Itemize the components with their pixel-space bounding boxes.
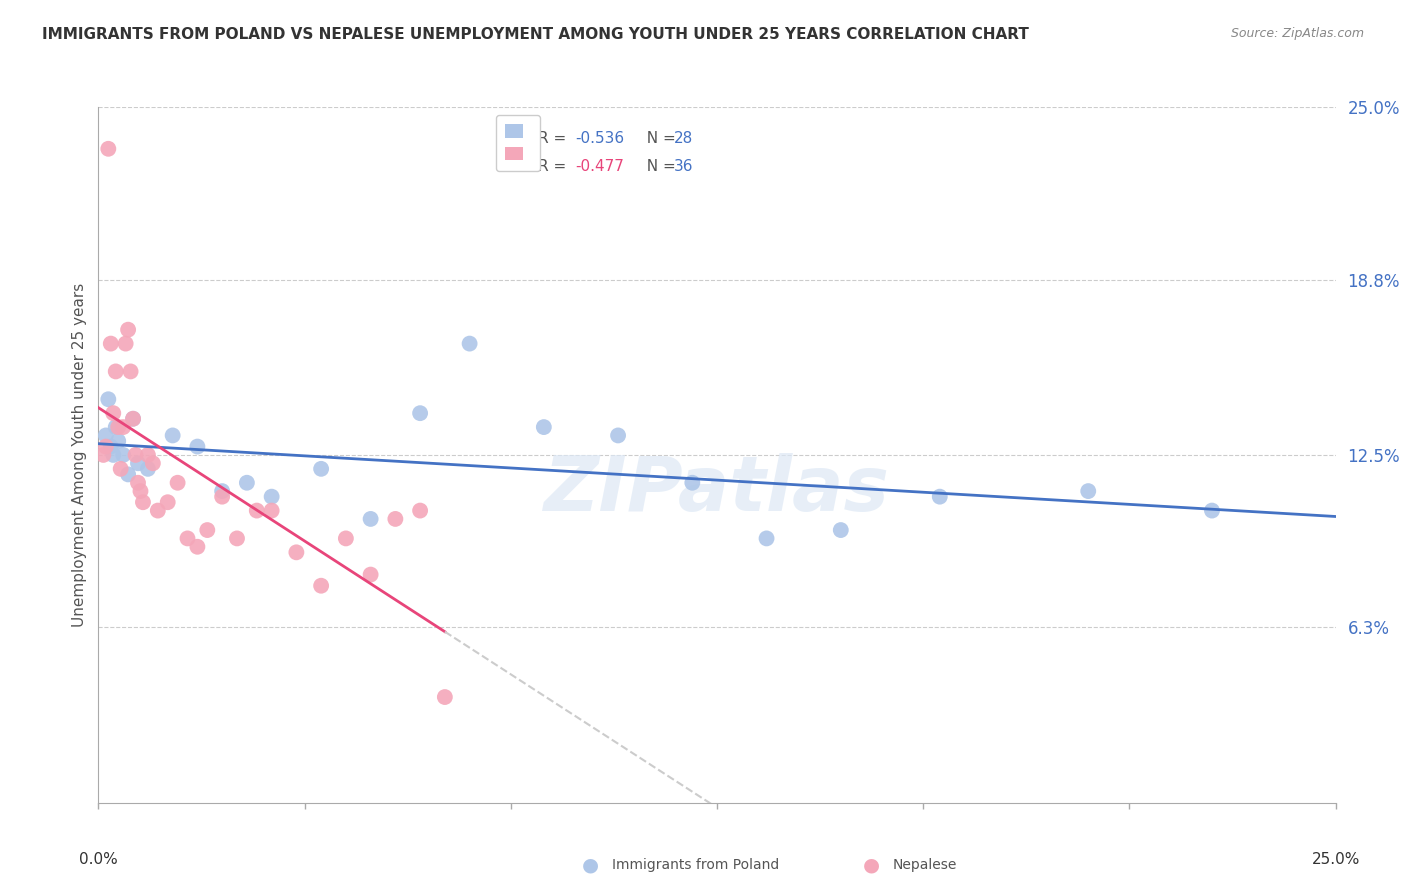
Text: R =: R = [537, 159, 571, 174]
Point [830, 523, 852, 537]
Point [156, 495, 179, 509]
Point [458, 336, 481, 351]
Point [409, 406, 432, 420]
Point [260, 503, 283, 517]
Point [107, 434, 129, 448]
Point [1077, 484, 1099, 499]
Point [136, 448, 159, 462]
Point [97, 392, 120, 407]
Text: N =: N = [637, 131, 681, 146]
Point [211, 490, 233, 504]
Point [285, 545, 308, 559]
Text: 0.0%: 0.0% [79, 852, 118, 866]
Point [142, 456, 165, 470]
Legend: , : , [496, 115, 540, 170]
Text: ●: ● [863, 855, 880, 875]
Text: 36: 36 [673, 159, 693, 174]
Point [103, 448, 125, 462]
Point [607, 428, 630, 442]
Point [103, 406, 125, 420]
Point [360, 512, 382, 526]
Point [136, 462, 159, 476]
Point [117, 467, 139, 482]
Point [236, 475, 259, 490]
Point [166, 475, 188, 490]
Text: Source: ZipAtlas.com: Source: ZipAtlas.com [1230, 27, 1364, 40]
Point [97, 142, 120, 156]
Point [122, 411, 145, 425]
Point [100, 440, 122, 454]
Text: ZIPatlas: ZIPatlas [544, 453, 890, 526]
Point [176, 532, 198, 546]
Point [112, 448, 135, 462]
Text: N =: N = [637, 159, 681, 174]
Point [211, 484, 233, 499]
Point [309, 462, 332, 476]
Point [110, 462, 132, 476]
Text: R =: R = [537, 131, 571, 146]
Point [226, 532, 249, 546]
Point [93, 448, 115, 462]
Point [127, 475, 149, 490]
Point [112, 420, 135, 434]
Point [681, 475, 703, 490]
Y-axis label: Unemployment Among Youth under 25 years: Unemployment Among Youth under 25 years [72, 283, 87, 627]
Point [755, 532, 778, 546]
Text: 28: 28 [673, 131, 693, 146]
Point [1201, 503, 1223, 517]
Text: -0.477: -0.477 [575, 159, 624, 174]
Point [409, 503, 432, 517]
Point [94, 440, 117, 454]
Point [100, 336, 122, 351]
Text: IMMIGRANTS FROM POLAND VS NEPALESE UNEMPLOYMENT AMONG YOUTH UNDER 25 YEARS CORRE: IMMIGRANTS FROM POLAND VS NEPALESE UNEMP… [42, 27, 1029, 42]
Point [104, 420, 127, 434]
Point [335, 532, 357, 546]
Point [120, 364, 142, 378]
Point [132, 495, 155, 509]
Text: Immigrants from Poland: Immigrants from Poland [612, 858, 779, 872]
Point [124, 448, 146, 462]
Point [309, 579, 332, 593]
Text: 25.0%: 25.0% [1312, 852, 1360, 866]
Point [122, 411, 145, 425]
Point [186, 540, 208, 554]
Point [186, 440, 208, 454]
Point [114, 336, 136, 351]
Point [94, 428, 117, 442]
Point [260, 490, 283, 504]
Point [246, 503, 269, 517]
Point [360, 567, 382, 582]
Text: -0.536: -0.536 [575, 131, 624, 146]
Point [107, 420, 129, 434]
Point [104, 364, 127, 378]
Point [129, 484, 152, 499]
Point [195, 523, 218, 537]
Text: ●: ● [582, 855, 599, 875]
Point [533, 420, 555, 434]
Point [146, 503, 169, 517]
Point [928, 490, 950, 504]
Point [384, 512, 406, 526]
Point [162, 428, 184, 442]
Point [127, 456, 149, 470]
Point [433, 690, 456, 704]
Text: Nepalese: Nepalese [893, 858, 957, 872]
Point [117, 323, 139, 337]
